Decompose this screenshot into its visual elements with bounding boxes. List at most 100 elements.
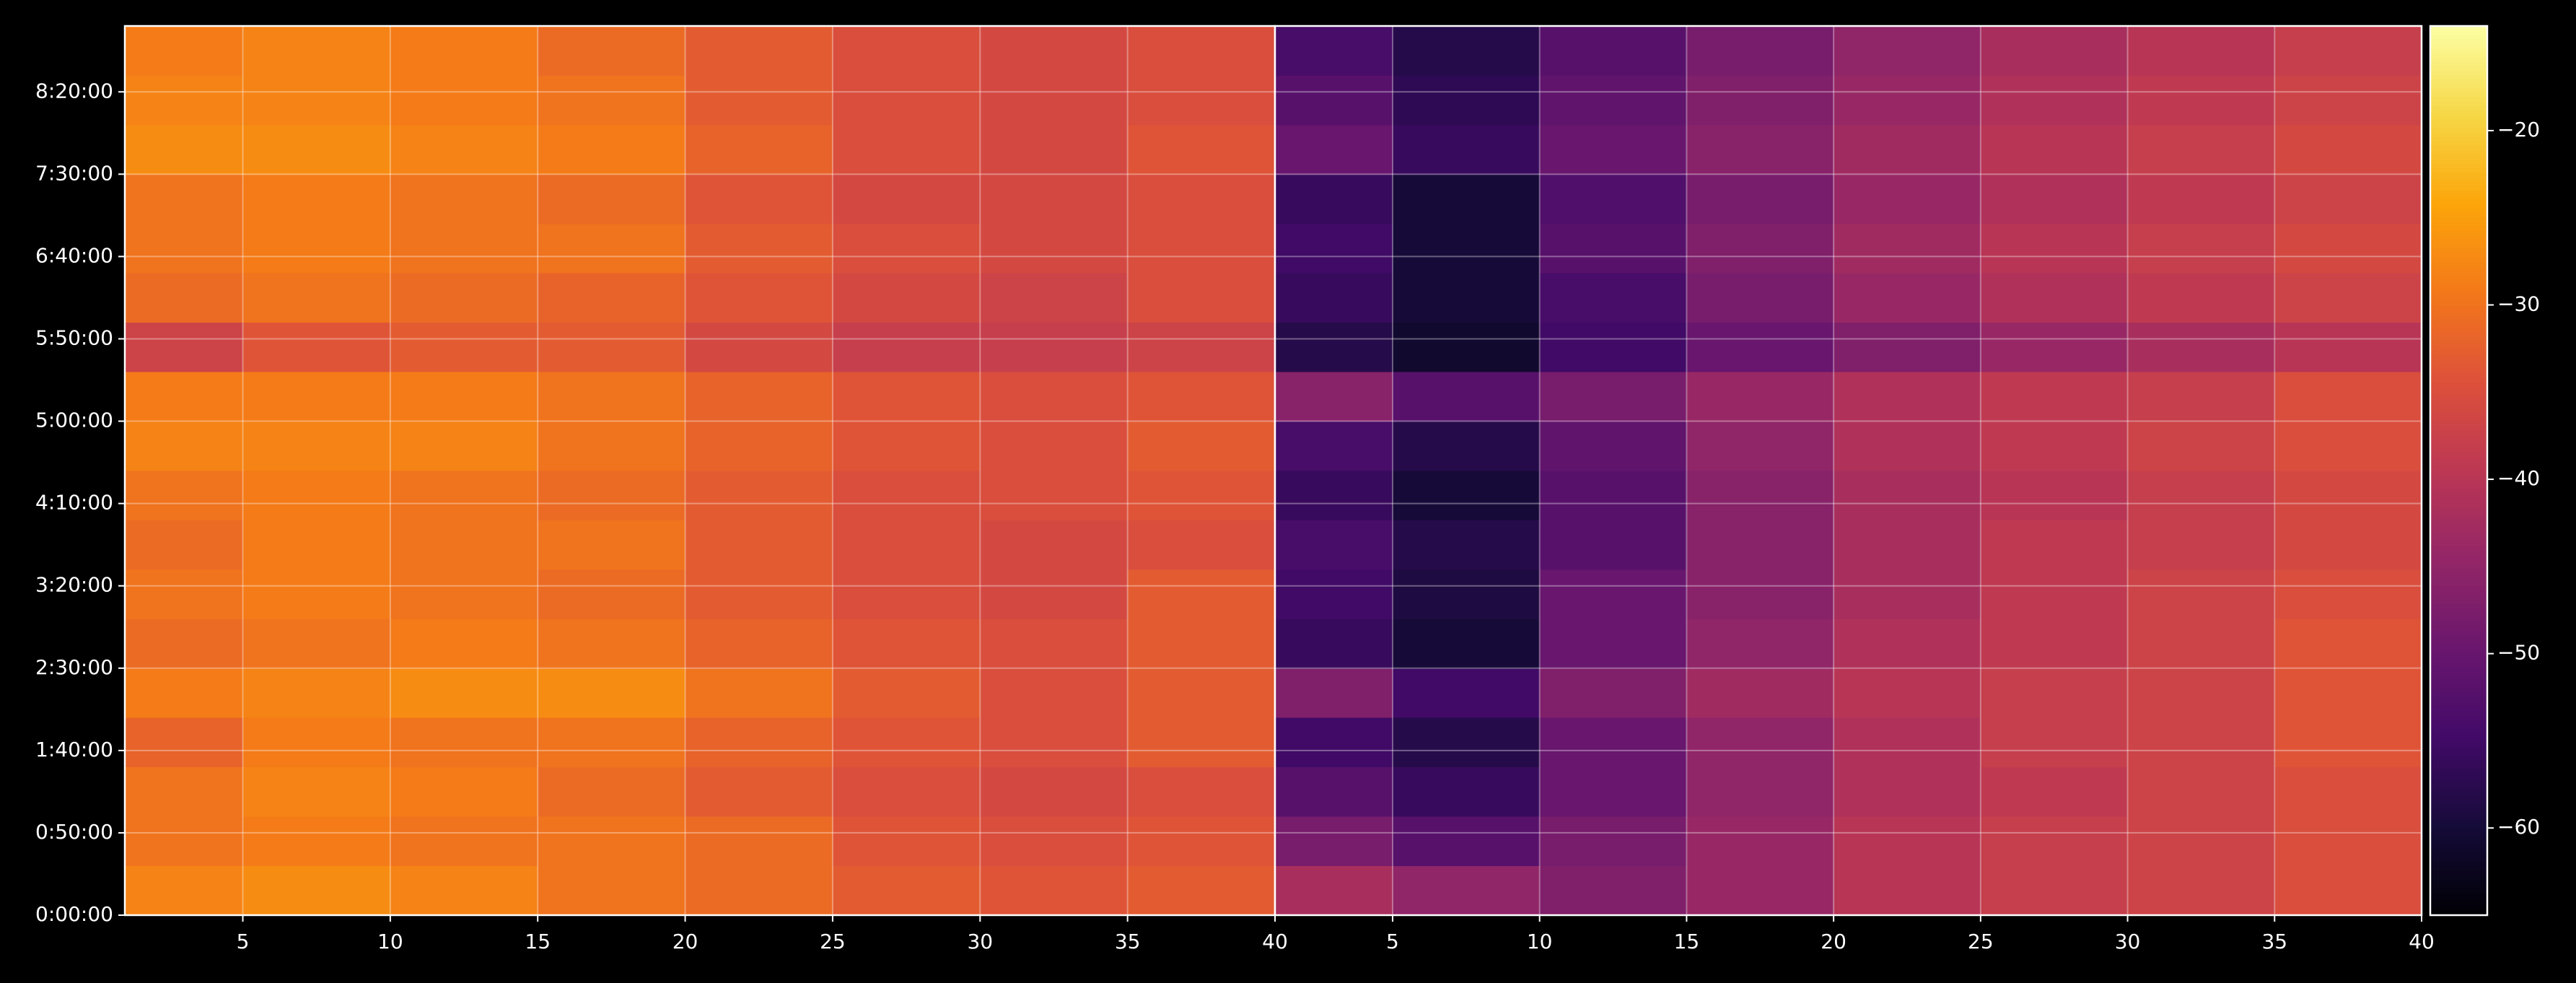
cell	[125, 816, 243, 867]
cell	[832, 668, 981, 718]
colorbar-step	[2430, 804, 2487, 809]
cell	[1392, 223, 1541, 274]
y-tick-label: 8:20:00	[35, 79, 113, 102]
cell	[1686, 372, 1834, 422]
cell	[1127, 223, 1276, 274]
cell	[242, 75, 391, 126]
cell	[1127, 569, 1276, 619]
colorbar-step	[2430, 163, 2487, 169]
colorbar-step	[2430, 839, 2487, 845]
colorbar-step	[2430, 639, 2487, 645]
colorbar-step	[2430, 546, 2487, 551]
cell	[1127, 322, 1276, 372]
cell	[685, 223, 833, 274]
x-tick-label: 20	[1821, 930, 1846, 953]
cell	[2127, 421, 2275, 471]
cell	[1127, 520, 1276, 570]
colorbar-step	[2430, 741, 2487, 747]
cell	[1127, 124, 1276, 175]
cell	[390, 372, 538, 422]
colorbar-step	[2430, 634, 2487, 640]
cell	[1392, 717, 1541, 768]
colorbar-step	[2430, 875, 2487, 881]
cell	[685, 717, 833, 768]
cell	[1834, 223, 1981, 274]
colorbar-step	[2430, 523, 2487, 529]
cell	[125, 668, 243, 718]
y-tick-label: 2:30:00	[35, 655, 113, 679]
colorbar-step	[2430, 119, 2487, 125]
cell	[980, 816, 1129, 867]
cell	[1980, 471, 2129, 520]
cell	[1127, 372, 1276, 422]
cell	[685, 865, 833, 916]
colorbar-tick-label: −20	[2497, 118, 2540, 141]
cell	[832, 717, 981, 768]
cell	[1539, 174, 1687, 224]
colorbar-step	[2430, 510, 2487, 516]
cell	[832, 421, 981, 471]
colorbar-step	[2430, 266, 2487, 271]
colorbar-step	[2430, 603, 2487, 609]
cell	[2274, 816, 2422, 867]
y-tick-label: 7:30:00	[35, 161, 113, 185]
heatmap-panel	[125, 26, 1276, 916]
cell	[1834, 372, 1981, 422]
colorbar-step	[2430, 715, 2487, 720]
cell	[2274, 619, 2422, 669]
colorbar-step	[2430, 719, 2487, 725]
cell	[125, 26, 243, 76]
cell	[1127, 766, 1276, 817]
cell	[242, 26, 391, 76]
colorbar-step	[2430, 146, 2487, 152]
colorbar-step	[2430, 644, 2487, 649]
y-tick-label: 6:40:00	[35, 243, 113, 267]
colorbar-step	[2430, 301, 2487, 307]
x-tick-label: 5	[237, 930, 250, 953]
cell	[390, 174, 538, 224]
colorbar-step	[2430, 866, 2487, 871]
cell	[538, 273, 686, 323]
cell	[685, 471, 833, 520]
colorbar-step	[2430, 768, 2487, 774]
colorbar-tick-label: −60	[2497, 815, 2540, 839]
colorbar-step	[2430, 448, 2487, 453]
cell	[1392, 75, 1541, 126]
colorbar-step	[2430, 595, 2487, 600]
cell	[242, 766, 391, 817]
cell	[125, 471, 243, 520]
cell	[1127, 816, 1276, 867]
cell	[1686, 273, 1834, 323]
colorbar-step	[2430, 488, 2487, 494]
cell	[685, 619, 833, 669]
colorbar-step	[2430, 466, 2487, 471]
cell	[1834, 124, 1981, 175]
cell	[1834, 471, 1981, 520]
cell	[2274, 75, 2422, 126]
cell	[1539, 766, 1687, 817]
colorbar-step	[2430, 835, 2487, 840]
colorbar-step	[2430, 782, 2487, 787]
cell	[125, 75, 243, 126]
colorbar-step	[2430, 906, 2487, 912]
cell	[1834, 26, 1981, 76]
cell	[1686, 865, 1834, 916]
colorbar-step	[2430, 786, 2487, 792]
cell	[1392, 322, 1541, 372]
colorbar-step	[2430, 883, 2487, 889]
cell	[1392, 520, 1541, 570]
colorbar-step	[2430, 417, 2487, 422]
cell	[390, 471, 538, 520]
cell	[1980, 26, 2129, 76]
colorbar-step	[2430, 115, 2487, 120]
colorbar-step	[2430, 323, 2487, 329]
colorbar-step	[2430, 710, 2487, 716]
cell	[242, 421, 391, 471]
cell	[1392, 26, 1541, 76]
colorbar-step	[2430, 230, 2487, 236]
cell	[1127, 174, 1276, 224]
cell	[1686, 174, 1834, 224]
colorbar-step	[2430, 764, 2487, 769]
y-tick-label: 0:00:00	[35, 902, 113, 926]
colorbar-step	[2430, 306, 2487, 311]
